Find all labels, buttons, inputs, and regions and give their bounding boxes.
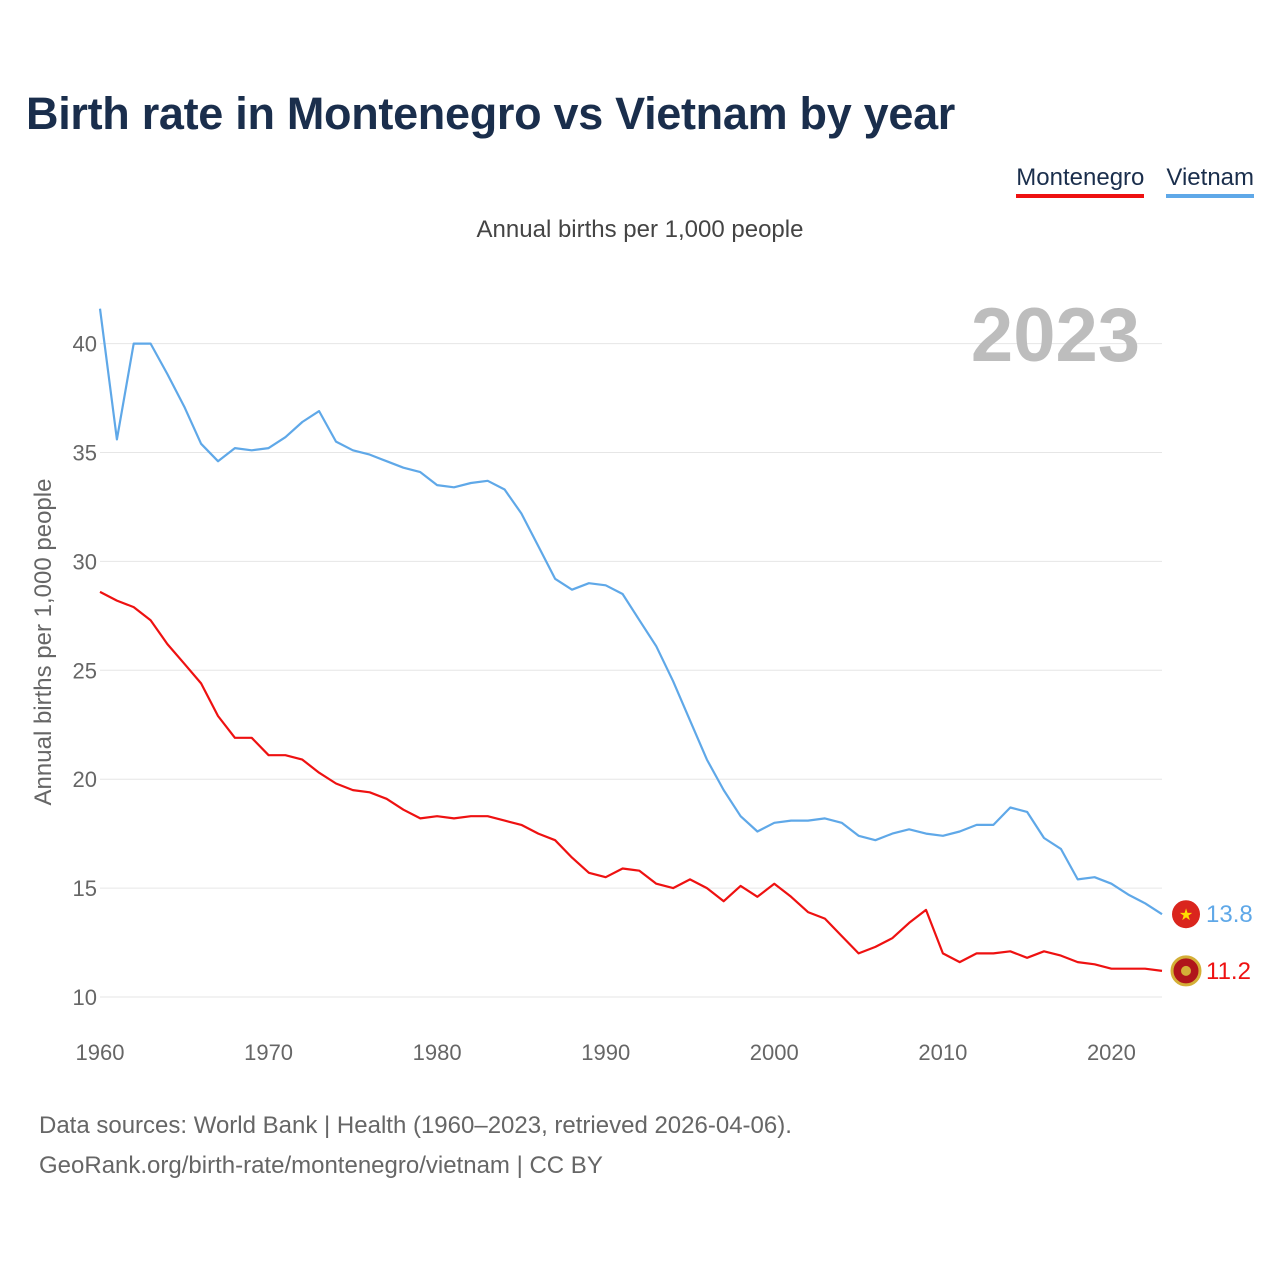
end-value-label-montenegro: 11.2	[1206, 958, 1251, 985]
legend-item-vietnam[interactable]: Vietnam	[1166, 164, 1254, 198]
y-tick-label: 10	[73, 985, 97, 1010]
y-tick-label: 35	[73, 440, 97, 465]
legend-item-montenegro[interactable]: Montenegro	[1016, 164, 1145, 198]
vietnam-flag-icon: ★	[1172, 900, 1200, 929]
line-chart: 10 15 20 25 30 35 40 1960 1970 1980 1990 2000 2010 20…	[30, 293, 1253, 1065]
chart-title: Birth rate in Montenegro vs Vietnam by y…	[26, 88, 956, 139]
attribution-text[interactable]: GeoRank.org/birth-rate/montenegro/vietna…	[39, 1152, 603, 1179]
series-line-montenegro	[99, 590, 1163, 972]
chart-subtitle: Annual births per 1,000 people	[476, 216, 804, 243]
y-tick-label: 30	[73, 549, 97, 574]
data-source-text: Data sources: World Bank | Health (1960–…	[39, 1112, 792, 1139]
year-label: 2023	[971, 293, 1140, 378]
end-value-label-vietnam: 13.8	[1206, 901, 1253, 928]
x-tick-label: 1970	[244, 1040, 293, 1065]
x-tick-label: 2020	[1087, 1040, 1136, 1065]
x-tick-label: 1990	[581, 1040, 630, 1065]
footer: Data sources: World Bank | Health (1960–…	[39, 1106, 792, 1186]
y-tick-label: 25	[73, 658, 97, 683]
legend: Montenegro Vietnam	[1016, 164, 1254, 198]
y-tick-label: 40	[73, 332, 97, 357]
x-tick-label: 2010	[918, 1040, 967, 1065]
y-tick-label: 20	[73, 767, 97, 792]
montenegro-flag-icon	[1170, 955, 1202, 987]
x-tick-label: 2000	[750, 1040, 799, 1065]
x-tick-label: 1960	[76, 1040, 125, 1065]
y-tick-label: 15	[73, 876, 97, 901]
x-tick-label: 1980	[413, 1040, 462, 1065]
svg-text:★: ★	[1179, 905, 1193, 924]
series-line-vietnam	[98, 308, 1163, 916]
y-axis-label: Annual births per 1,000 people	[30, 479, 57, 806]
